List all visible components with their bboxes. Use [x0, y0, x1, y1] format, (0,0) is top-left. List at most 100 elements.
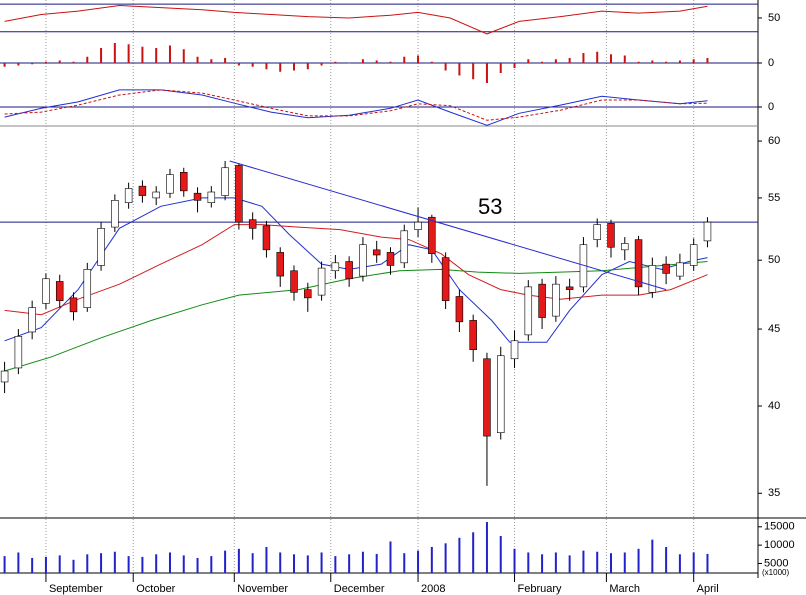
- candle-body: [400, 230, 409, 264]
- bar: [210, 59, 213, 63]
- candle-body: [124, 188, 133, 203]
- bar: [113, 551, 116, 573]
- indicator-line: [4, 4, 708, 35]
- bar: [3, 63, 6, 67]
- bar: [706, 58, 709, 63]
- y-tick-label: 50: [768, 254, 780, 266]
- y-tick-label: 55: [768, 192, 780, 204]
- bar: [72, 61, 75, 63]
- bar: [210, 556, 213, 573]
- bar: [623, 55, 626, 63]
- bar: [224, 550, 227, 573]
- bar: [320, 552, 323, 573]
- bar: [541, 554, 544, 573]
- y-tick-label: 50: [768, 12, 780, 24]
- bar: [417, 550, 420, 573]
- bar: [100, 553, 103, 573]
- candle-body: [152, 191, 160, 199]
- candle-body: [97, 228, 105, 266]
- bar: [389, 541, 392, 573]
- bar: [196, 56, 199, 63]
- candle-body: [359, 244, 367, 277]
- bar: [596, 51, 599, 63]
- bar: [265, 63, 268, 70]
- candle-body: [469, 320, 477, 351]
- bar: [58, 60, 61, 63]
- bar: [237, 63, 240, 66]
- bar: [31, 63, 34, 65]
- bar: [499, 63, 502, 73]
- x-tick-label: October: [136, 583, 175, 595]
- candle-body: [304, 289, 312, 299]
- bar: [678, 60, 681, 63]
- bar: [3, 556, 6, 573]
- bar: [444, 543, 447, 573]
- candle-body: [386, 252, 395, 266]
- bar: [141, 556, 144, 573]
- x-tick-label: April: [697, 583, 719, 595]
- bar: [168, 45, 171, 63]
- bar: [251, 63, 254, 67]
- candle-body: [42, 278, 50, 304]
- candle-body: [565, 286, 574, 290]
- bar: [279, 552, 282, 573]
- bar: [86, 554, 89, 573]
- bar: [293, 63, 296, 71]
- candle-body: [524, 286, 533, 336]
- bar: [706, 553, 709, 573]
- bar: [665, 546, 668, 573]
- bar: [141, 46, 144, 63]
- candle-body: [138, 185, 147, 196]
- x-tick-label: September: [49, 583, 103, 595]
- bar: [554, 552, 557, 573]
- bar: [485, 63, 488, 83]
- bar: [31, 557, 34, 573]
- bar: [692, 552, 695, 573]
- bar: [403, 553, 406, 573]
- candle-body: [703, 221, 712, 242]
- candle-body: [552, 283, 560, 317]
- bar: [361, 59, 364, 63]
- indicator-line: [4, 89, 708, 126]
- bar: [182, 555, 185, 573]
- bar: [651, 60, 654, 63]
- y-tick-label: 35: [768, 487, 780, 499]
- bar: [334, 61, 337, 63]
- candle-body: [414, 221, 422, 230]
- trend-line: [229, 160, 667, 291]
- x-tick-label: February: [518, 583, 563, 595]
- bar: [348, 63, 351, 64]
- bar: [155, 48, 158, 63]
- bar: [472, 63, 475, 80]
- bar: [320, 63, 323, 66]
- bar: [127, 556, 130, 573]
- bar: [361, 551, 364, 573]
- candle-body: [676, 262, 684, 277]
- bar: [637, 61, 640, 63]
- y-tick-label: 0: [768, 57, 774, 69]
- bar: [458, 537, 461, 573]
- bar: [541, 61, 544, 63]
- candle-body: [538, 283, 546, 318]
- candle-body: [317, 267, 326, 296]
- candle-body: [621, 243, 629, 251]
- candle-body: [193, 192, 202, 201]
- candle-body: [14, 336, 23, 369]
- unit-label: (x1000): [762, 568, 789, 577]
- bar: [237, 548, 240, 573]
- bar: [582, 550, 585, 573]
- candle-body: [248, 219, 257, 229]
- bar: [100, 48, 103, 63]
- bar: [609, 553, 612, 573]
- bar: [513, 63, 516, 68]
- bar: [265, 546, 268, 573]
- bar: [375, 60, 378, 63]
- bar: [678, 554, 681, 573]
- bar: [155, 554, 158, 573]
- bar: [182, 49, 185, 63]
- candle-body: [510, 340, 519, 360]
- candle-body: [483, 358, 491, 437]
- bar: [692, 59, 695, 63]
